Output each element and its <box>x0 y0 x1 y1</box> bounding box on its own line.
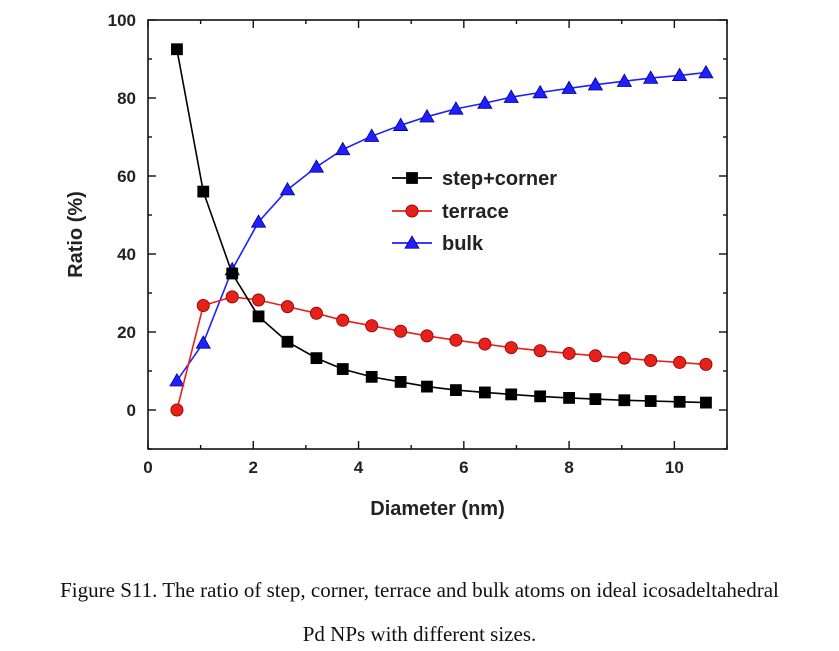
data-point <box>534 390 547 403</box>
data-point <box>505 388 518 401</box>
x-tick-label: 2 <box>249 458 258 477</box>
data-point <box>226 267 239 280</box>
data-point <box>561 80 577 94</box>
data-point <box>589 393 602 405</box>
series-step-corner <box>171 43 712 409</box>
data-point <box>532 84 548 99</box>
legend-marker <box>405 204 419 218</box>
y-tick-label: 60 <box>117 167 136 186</box>
data-point <box>252 293 266 307</box>
legend-item: bulk <box>392 233 484 255</box>
data-point <box>394 324 408 338</box>
data-point <box>618 394 631 407</box>
data-point <box>671 67 688 82</box>
data-point <box>644 353 658 367</box>
data-point <box>616 73 633 87</box>
data-point <box>562 346 576 360</box>
data-point <box>336 363 349 375</box>
data-point <box>394 376 407 388</box>
y-tick-label: 100 <box>108 11 136 30</box>
legend: step+corner terrace bulk <box>392 168 557 255</box>
data-point <box>642 70 659 84</box>
data-point <box>477 95 493 109</box>
data-point <box>195 335 211 349</box>
data-point <box>364 128 380 142</box>
plot-frame <box>147 19 728 450</box>
data-point <box>587 76 604 91</box>
data-point <box>196 298 210 312</box>
y-tick-label: 80 <box>117 89 136 108</box>
figure-caption-line-2: Pd NPs with different sizes. <box>302 622 537 646</box>
data-point <box>419 108 435 123</box>
data-point <box>197 185 210 198</box>
y-tick-label: 20 <box>117 323 136 342</box>
series-layer <box>169 43 714 417</box>
series-line <box>176 71 706 382</box>
x-tick-label: 10 <box>665 458 684 477</box>
data-point <box>699 357 713 371</box>
figure-caption-line-1: Figure S11. The ratio of step, corner, t… <box>60 578 779 602</box>
data-point <box>252 310 265 323</box>
data-point <box>281 335 294 348</box>
x-tick-label: 4 <box>354 458 364 477</box>
data-point <box>449 333 463 347</box>
series-terrace <box>170 290 713 417</box>
data-point <box>673 355 687 369</box>
data-point <box>308 159 325 173</box>
data-point <box>310 352 323 365</box>
legend-item: terrace <box>392 201 509 223</box>
data-point <box>503 89 519 103</box>
data-point <box>644 395 657 407</box>
data-point <box>170 403 184 417</box>
data-point <box>171 43 183 56</box>
data-point <box>673 395 686 408</box>
y-axis-title: Ratio (%) <box>65 191 87 278</box>
data-point <box>420 329 434 343</box>
data-point <box>533 344 547 358</box>
data-point <box>588 349 602 363</box>
data-point <box>617 351 631 365</box>
legend-marker <box>406 172 418 184</box>
data-point <box>336 313 350 327</box>
data-point <box>448 101 464 115</box>
legend-marker <box>404 235 420 249</box>
data-point <box>335 141 351 156</box>
x-tick-label: 6 <box>459 458 468 477</box>
y-tick-label: 0 <box>127 401 136 420</box>
x-tick-label: 0 <box>143 458 152 477</box>
data-point <box>504 341 518 355</box>
data-point <box>478 386 491 399</box>
legend-label: terrace <box>442 201 509 223</box>
data-point <box>563 392 575 404</box>
x-axis-title: Diameter (nm) <box>370 498 504 520</box>
data-point <box>309 306 323 320</box>
data-point <box>365 319 379 333</box>
legend-item: step+corner <box>392 168 557 190</box>
data-point <box>169 372 185 387</box>
y-tick-label: 40 <box>117 245 136 264</box>
data-point <box>450 384 462 397</box>
data-point <box>700 396 712 409</box>
data-point <box>280 300 294 314</box>
data-point <box>478 337 492 351</box>
data-point <box>250 214 267 228</box>
data-point <box>392 117 409 131</box>
data-point <box>365 370 378 383</box>
data-point <box>698 64 714 79</box>
legend-label: bulk <box>442 233 484 255</box>
legend-label: step+corner <box>442 168 557 190</box>
data-point <box>279 181 296 196</box>
data-point <box>225 290 239 304</box>
x-tick-label: 8 <box>564 458 573 477</box>
data-point <box>421 380 433 393</box>
series-bulk <box>169 64 714 387</box>
